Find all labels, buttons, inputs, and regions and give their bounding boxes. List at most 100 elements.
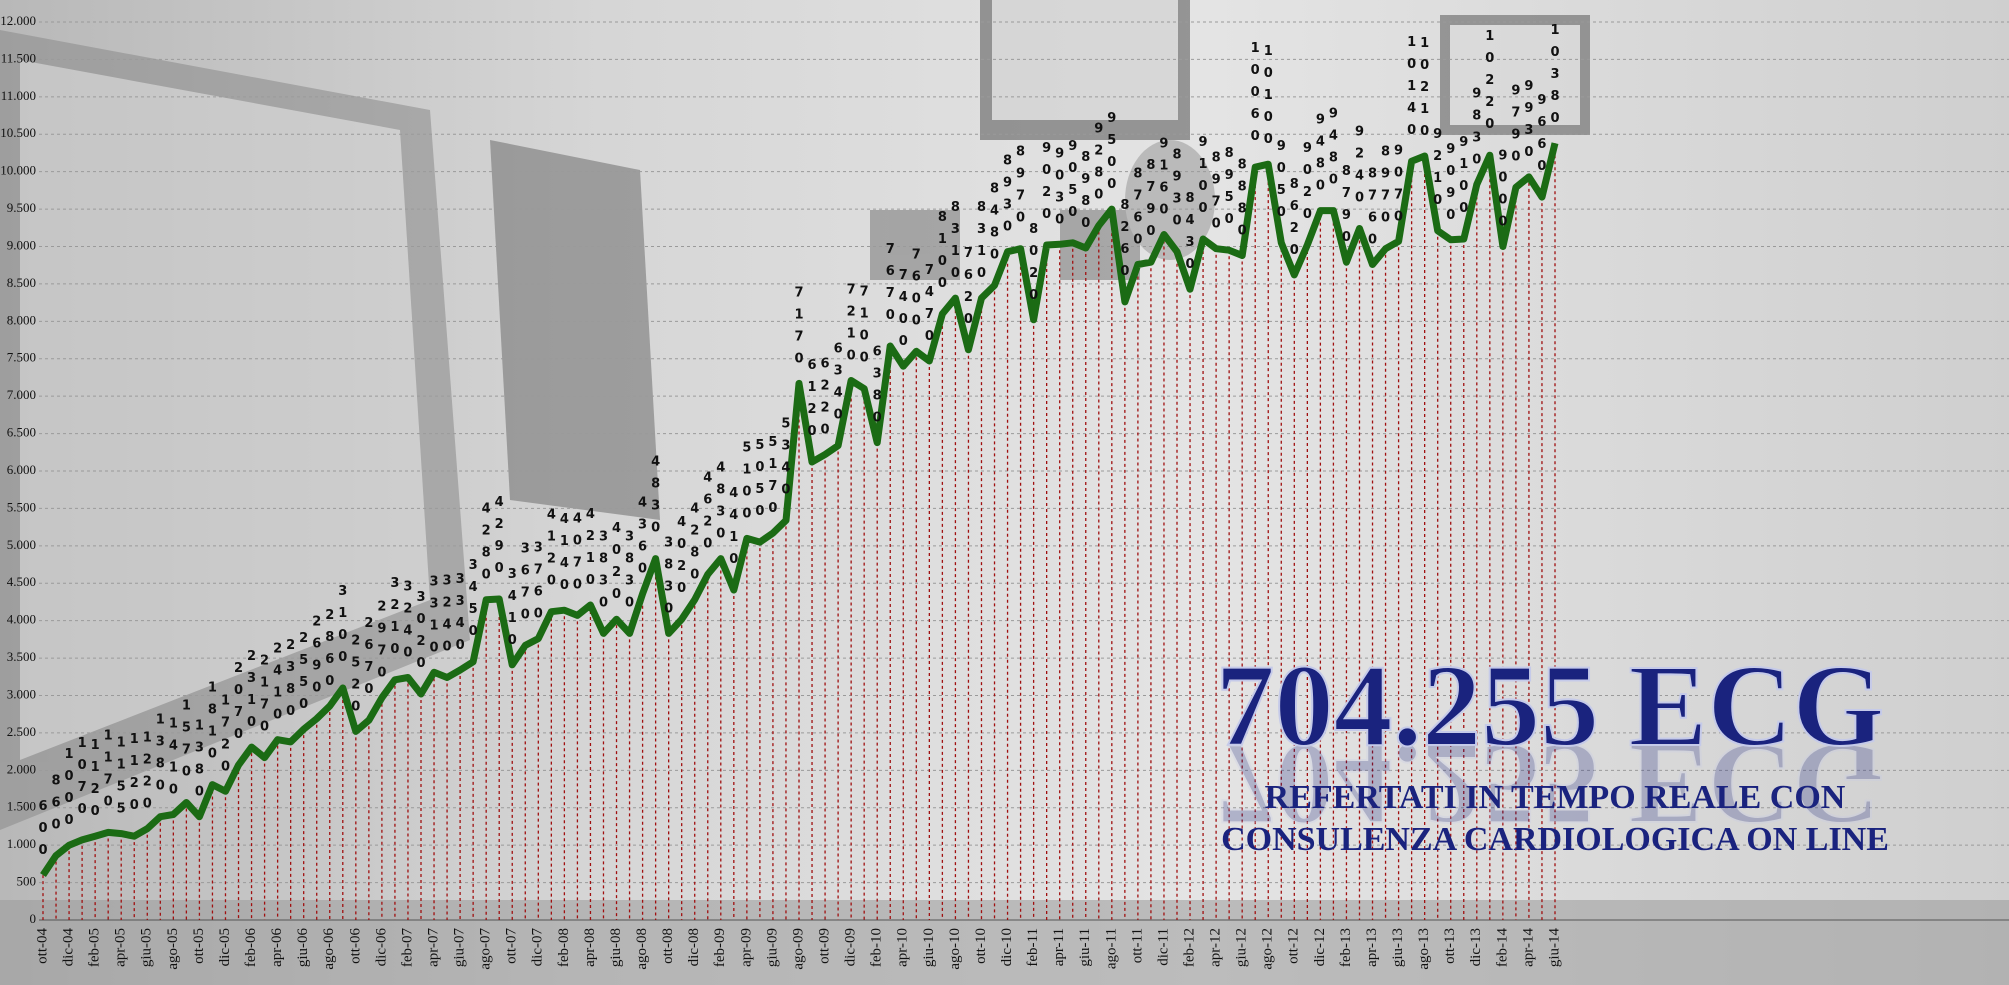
x-tick-label: feb-11 bbox=[1025, 928, 1041, 967]
data-label: 7170 bbox=[792, 285, 807, 373]
data-label: 3670 bbox=[518, 541, 533, 629]
data-label: 3830 bbox=[596, 529, 611, 617]
data-label: 10140 bbox=[1404, 35, 1419, 145]
data-label: 10210 bbox=[1417, 36, 1432, 146]
data-label: 4020 bbox=[609, 521, 624, 609]
data-label: 3210 bbox=[387, 576, 402, 664]
data-label: 1380 bbox=[192, 719, 207, 807]
data-label: 10100 bbox=[1261, 44, 1276, 154]
data-label: 8260 bbox=[1117, 198, 1132, 286]
x-tick-label: giu-11 bbox=[1077, 928, 1093, 967]
data-label: 8980 bbox=[1078, 150, 1093, 238]
x-tick-label: feb-09 bbox=[712, 928, 728, 967]
x-tick-label: dic-04 bbox=[61, 928, 77, 967]
y-tick-label: 10.500 bbox=[0, 125, 36, 140]
data-label: 9020 bbox=[1300, 141, 1315, 229]
data-label: 3310 bbox=[427, 574, 442, 662]
x-tick-label: ago-06 bbox=[321, 928, 337, 970]
data-label: 8020 bbox=[1026, 222, 1041, 310]
data-label: 9100 bbox=[1456, 135, 1471, 223]
x-tick-label: ago-13 bbox=[1416, 928, 1432, 970]
data-label: 3240 bbox=[400, 580, 415, 668]
x-tick-label: feb-06 bbox=[243, 928, 259, 968]
y-tick-label: 0 bbox=[30, 911, 37, 926]
y-tick-label: 9.000 bbox=[7, 237, 36, 252]
x-tick-label: ago-10 bbox=[947, 928, 963, 970]
x-tick-label: apr-07 bbox=[425, 928, 441, 967]
data-label: 6120 bbox=[805, 358, 820, 446]
y-tick-label: 11.000 bbox=[1, 88, 36, 103]
data-label: 7470 bbox=[922, 263, 937, 351]
headline: 704.255 ECG bbox=[1216, 640, 1885, 771]
y-tick-label: 10.000 bbox=[0, 163, 36, 178]
x-tick-label: dic-08 bbox=[686, 928, 702, 966]
data-label: 6380 bbox=[870, 345, 885, 433]
data-label: 1000 bbox=[62, 747, 77, 835]
data-label: 9280 bbox=[1091, 122, 1106, 210]
data-label: 9160 bbox=[1156, 137, 1171, 225]
y-tick-label: 4.000 bbox=[7, 612, 36, 627]
x-tick-label: ott-08 bbox=[660, 928, 676, 964]
x-tick-label: giu-08 bbox=[608, 928, 624, 967]
subtitle-line: CONSULENZA CARDIOLOGICA ON LINE bbox=[1221, 821, 1889, 858]
data-label: 6220 bbox=[818, 357, 833, 445]
data-label: 4360 bbox=[635, 496, 650, 584]
data-label: 5100 bbox=[739, 440, 754, 528]
y-tick-label: 5.000 bbox=[7, 537, 36, 552]
data-label: 9210 bbox=[1430, 127, 1445, 215]
data-label: 8310 bbox=[974, 200, 989, 288]
data-label: 4020 bbox=[674, 515, 689, 603]
data-label: 9030 bbox=[1052, 146, 1067, 234]
x-tick-label: ago-12 bbox=[1260, 928, 1276, 970]
x-tick-label: dic-11 bbox=[1155, 928, 1171, 966]
x-tick-label: dic-12 bbox=[1312, 928, 1328, 966]
data-label: 7670 bbox=[883, 242, 898, 330]
subtitle-line: REFERTATI IN TEMPO REALE CON bbox=[1265, 779, 1846, 816]
data-label: 860 bbox=[49, 774, 64, 840]
y-tick-label: 11.500 bbox=[1, 50, 36, 65]
x-tick-label: feb-14 bbox=[1494, 928, 1510, 968]
x-tick-label: feb-08 bbox=[556, 928, 572, 967]
y-tick-label: 5.500 bbox=[7, 499, 36, 514]
data-label: 8760 bbox=[1130, 166, 1145, 254]
data-label: 1155 bbox=[114, 736, 129, 824]
x-tick-label: ott-07 bbox=[504, 928, 520, 964]
data-label: 9930 bbox=[1521, 79, 1536, 167]
data-label: 8950 bbox=[1222, 146, 1237, 234]
data-label: 10380 bbox=[1548, 23, 1563, 133]
data-label: 1120 bbox=[127, 732, 142, 820]
data-label: 2380 bbox=[283, 638, 298, 726]
data-label: 2520 bbox=[348, 633, 363, 721]
y-tick-label: 7.500 bbox=[7, 350, 36, 365]
data-label: 8970 bbox=[1209, 151, 1224, 239]
data-label: 4070 bbox=[570, 511, 585, 599]
data-label: 8970 bbox=[1378, 145, 1393, 233]
data-label: 9790 bbox=[1508, 83, 1523, 171]
data-label: 8620 bbox=[1287, 177, 1302, 265]
x-tick-label: ott-12 bbox=[1286, 928, 1302, 964]
data-label: 1380 bbox=[153, 713, 168, 801]
data-label: 1120 bbox=[88, 738, 103, 826]
data-label: 4620 bbox=[700, 470, 715, 558]
data-label: 2310 bbox=[244, 649, 259, 737]
y-tick-label: 4.500 bbox=[7, 574, 36, 589]
data-label: 9500 bbox=[1104, 111, 1119, 199]
x-tick-label: ago-09 bbox=[790, 928, 806, 970]
x-tick-label: apr-12 bbox=[1208, 928, 1224, 967]
data-label: 5340 bbox=[778, 416, 793, 504]
data-label: 9020 bbox=[1039, 141, 1054, 229]
x-tick-label: ott-11 bbox=[1129, 928, 1145, 963]
x-tick-label: feb-05 bbox=[87, 928, 103, 967]
x-tick-label: giu-07 bbox=[452, 928, 468, 968]
data-label: 9070 bbox=[1391, 143, 1406, 231]
data-label: 1170 bbox=[101, 728, 116, 816]
y-tick-label: 7.000 bbox=[7, 387, 36, 402]
x-tick-label: feb-12 bbox=[1181, 928, 1197, 967]
x-tick-label: dic-07 bbox=[530, 928, 546, 967]
x-tick-label: dic-13 bbox=[1468, 928, 1484, 966]
x-tick-label: ago-05 bbox=[165, 928, 181, 970]
data-label: 8310 bbox=[948, 200, 963, 288]
data-label: 8930 bbox=[1000, 154, 1015, 242]
data-label: 9240 bbox=[1352, 125, 1367, 213]
data-label: 6340 bbox=[831, 342, 846, 430]
